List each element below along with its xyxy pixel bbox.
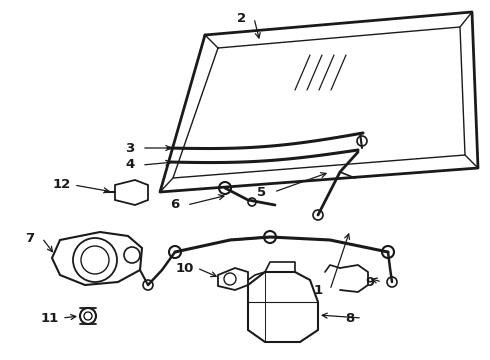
Text: 2: 2 [238, 12, 246, 24]
Text: 3: 3 [125, 141, 135, 154]
Text: 5: 5 [257, 185, 267, 198]
Text: 1: 1 [314, 284, 322, 297]
Text: 4: 4 [125, 158, 135, 171]
Text: 9: 9 [366, 275, 374, 288]
Text: 10: 10 [176, 261, 194, 274]
Text: 8: 8 [345, 311, 355, 324]
Text: 7: 7 [25, 231, 35, 244]
Text: 12: 12 [53, 179, 71, 192]
Text: 6: 6 [171, 198, 180, 211]
Text: 11: 11 [41, 311, 59, 324]
